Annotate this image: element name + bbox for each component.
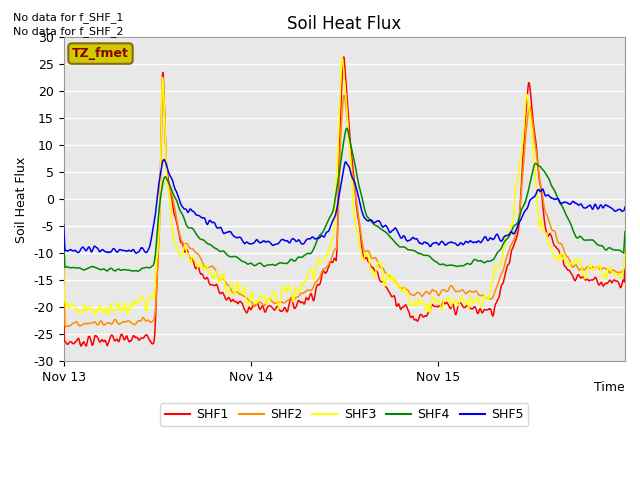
Legend: SHF1, SHF2, SHF3, SHF4, SHF5: SHF1, SHF2, SHF3, SHF4, SHF5 — [160, 403, 529, 426]
Text: No data for f_SHF_2: No data for f_SHF_2 — [13, 26, 124, 37]
Y-axis label: Soil Heat Flux: Soil Heat Flux — [15, 156, 28, 242]
Title: Soil Heat Flux: Soil Heat Flux — [287, 15, 401, 33]
Text: No data for f_SHF_1: No data for f_SHF_1 — [13, 12, 123, 23]
Text: Time: Time — [595, 381, 625, 394]
Text: TZ_fmet: TZ_fmet — [72, 47, 129, 60]
